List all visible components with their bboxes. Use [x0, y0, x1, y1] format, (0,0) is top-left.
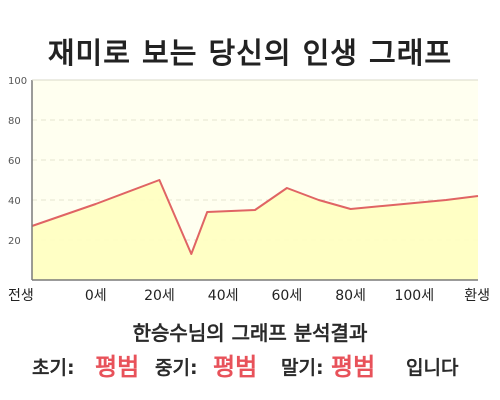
late-label: 말기: — [281, 357, 324, 379]
x-tick-label: 전생 — [8, 288, 34, 304]
y-tick-label: 100 — [8, 76, 27, 87]
y-tick-label: 60 — [8, 156, 21, 167]
axes — [31, 79, 478, 281]
x-tick-label: 환생 — [464, 288, 490, 304]
x-tick-label: 80세 — [335, 288, 366, 304]
x-tick-label: 0세 — [85, 288, 107, 304]
x-tick-label: 40세 — [208, 288, 239, 304]
x-tick-label: 100세 — [394, 288, 434, 304]
verdict-row: 초기: 평범 중기: 평범 말기: 평범 입니다 — [0, 344, 500, 384]
x-tick-label: 20세 — [144, 288, 175, 304]
area-fill — [32, 180, 478, 280]
x-tick-labels: 전생 0세 20세 40세 60세 80세 100세 환생 — [8, 288, 490, 304]
analysis-heading: 한승수님의 그래프 분석결과 — [132, 321, 368, 345]
x-tick-label: 60세 — [272, 288, 303, 304]
early-label: 초기: — [32, 357, 75, 379]
early-value: 평범 — [95, 353, 140, 381]
series-line — [31, 179, 479, 255]
y-tick-label: 80 — [8, 116, 21, 127]
y-tick-labels: 20 40 60 80 100 — [8, 76, 27, 247]
ending-text: 입니다 — [406, 357, 459, 379]
late-value: 평범 — [331, 353, 376, 381]
middle-value: 평범 — [213, 353, 258, 381]
y-tick-label: 20 — [8, 236, 21, 247]
middle-label: 중기: — [155, 357, 198, 379]
y-tick-label: 40 — [8, 196, 21, 207]
page-title: 재미로 보는 당신의 인생 그래프 — [47, 36, 453, 70]
